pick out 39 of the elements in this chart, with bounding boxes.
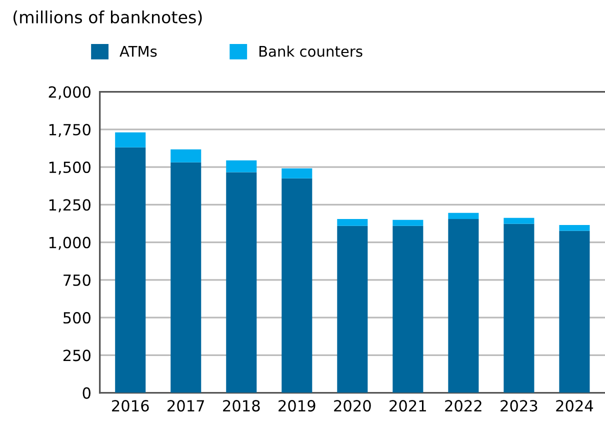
y-tick-label: 750 bbox=[64, 274, 90, 286]
x-tick-label: 2018 bbox=[223, 400, 260, 412]
x-tick-label: 2021 bbox=[390, 400, 426, 412]
bar bbox=[337, 218, 368, 226]
bar bbox=[337, 226, 368, 393]
bar bbox=[559, 224, 590, 231]
y-axis-title: (millions of banknotes) bbox=[14, 10, 202, 26]
legend-label: ATMs bbox=[120, 46, 157, 57]
bar bbox=[559, 230, 590, 393]
x-tick-label: 2022 bbox=[445, 400, 482, 412]
bar bbox=[170, 162, 202, 393]
y-tick-label: 250 bbox=[63, 350, 90, 362]
x-tick-label: 2023 bbox=[500, 400, 538, 412]
y-tick-label: 1,500 bbox=[49, 161, 90, 175]
x-tick-label: 2024 bbox=[556, 400, 594, 412]
y-tick-label: 1,000 bbox=[49, 236, 90, 250]
x-tick-label: 2019 bbox=[278, 400, 316, 412]
bar bbox=[170, 149, 202, 162]
bar bbox=[226, 172, 257, 393]
x-tick-label: 2020 bbox=[334, 400, 371, 412]
bar bbox=[226, 160, 257, 172]
bar bbox=[115, 147, 146, 393]
bar bbox=[504, 224, 534, 393]
y-tick-label: 500 bbox=[64, 312, 90, 324]
y-tick-label: 2,000 bbox=[48, 86, 90, 100]
x-tick-label: 2016 bbox=[112, 400, 149, 412]
bar bbox=[448, 212, 479, 219]
bar bbox=[282, 168, 312, 178]
bar bbox=[115, 132, 146, 148]
y-tick-label: 1,750 bbox=[49, 124, 90, 137]
bar bbox=[448, 218, 479, 393]
bar bbox=[392, 220, 424, 226]
bar bbox=[504, 218, 534, 224]
bar bbox=[282, 178, 312, 393]
y-tick-label: 0 bbox=[82, 387, 90, 399]
bar bbox=[392, 226, 424, 393]
y-tick-label: 1,250 bbox=[49, 199, 90, 212]
legend-label: Bank counters bbox=[259, 46, 362, 57]
x-tick-label: 2017 bbox=[168, 400, 204, 412]
